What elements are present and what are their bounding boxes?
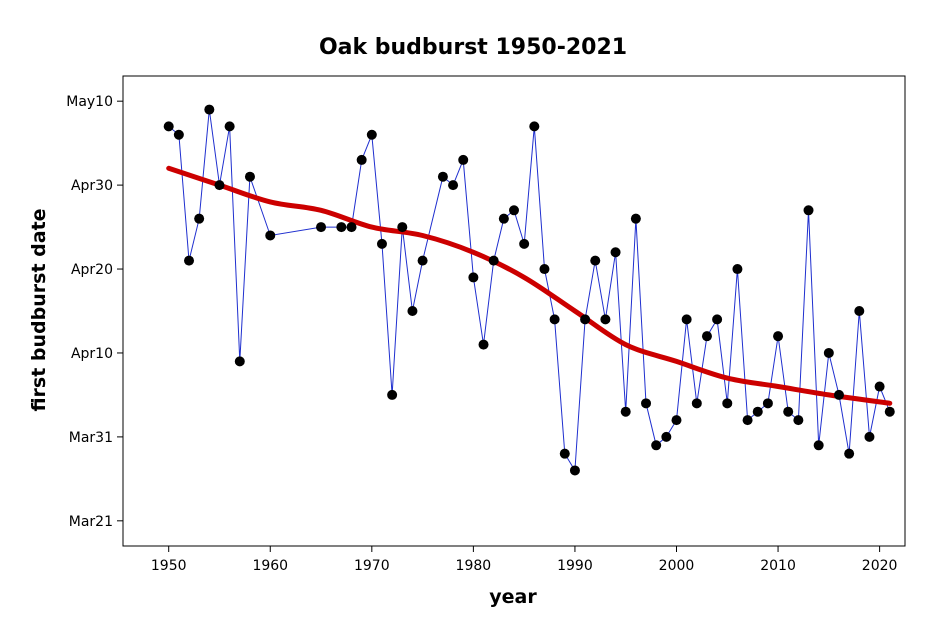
data-point: [742, 415, 753, 426]
data-point: [163, 121, 174, 132]
y-tick-label: Apr10: [71, 346, 113, 362]
data-point: [498, 213, 509, 224]
data-point: [458, 154, 469, 165]
series-lines: [166, 109, 893, 473]
data-point: [732, 264, 743, 275]
data-point: [590, 255, 601, 266]
x-tick-label: 2020: [862, 558, 898, 574]
data-point: [244, 171, 255, 182]
y-tick-label: Mar21: [69, 514, 113, 530]
data-point: [691, 398, 702, 409]
data-point: [366, 129, 377, 140]
data-point: [884, 406, 895, 417]
data-point: [407, 306, 418, 316]
data-point: [488, 255, 499, 266]
data-point: [316, 222, 327, 233]
data-point: [600, 314, 611, 325]
data-point: [701, 331, 712, 342]
data-point: [376, 238, 387, 249]
data-point: [752, 406, 763, 417]
data-point: [539, 264, 550, 275]
data-point: [529, 121, 540, 132]
data-point: [234, 356, 245, 367]
data-point: [417, 255, 428, 266]
data-point: [194, 213, 205, 224]
y-tick-label: Mar31: [69, 430, 113, 446]
data-point: [214, 180, 225, 191]
data-point: [519, 238, 530, 249]
y-axis: May10 Apr30 Apr20 Apr10 Mar31 Mar21: [66, 94, 123, 530]
x-axis: 1950 1960 1970 1980 1990 2000 2010 2020: [151, 546, 898, 574]
data-point: [549, 314, 560, 325]
data-point: [793, 415, 804, 426]
data-point: [387, 389, 398, 400]
data-point: [813, 440, 824, 451]
data-point: [671, 415, 682, 426]
data-point: [712, 314, 723, 325]
plot-frame: [122, 75, 906, 547]
data-point: [661, 431, 672, 442]
data-point: [651, 440, 662, 451]
data-point: [265, 230, 276, 241]
x-tick-label: 1980: [456, 558, 492, 574]
x-tick-label: 2000: [659, 558, 695, 574]
data-point: [803, 205, 814, 216]
data-point: [559, 448, 570, 459]
data-point: [397, 222, 408, 233]
data-point: [346, 222, 357, 233]
data-point: [833, 389, 844, 400]
data-point: [762, 398, 773, 409]
data-point: [569, 465, 580, 476]
y-tick-label: Apr20: [71, 262, 113, 278]
data-point: [620, 406, 631, 417]
trend-line: [166, 165, 893, 406]
data-point: [783, 406, 794, 417]
data-point: [722, 398, 733, 409]
x-tick-label: 1970: [354, 558, 390, 574]
data-point: [773, 331, 784, 342]
y-tick-label: Apr30: [71, 178, 113, 194]
data-point: [336, 222, 347, 233]
data-point: [580, 314, 591, 325]
data-point: [854, 306, 865, 316]
data-point: [630, 213, 641, 224]
observed-series-line: [168, 109, 891, 473]
chart-title: Oak budburst 1950-2021: [319, 35, 627, 60]
y-tick-label: May10: [66, 94, 113, 110]
x-axis-label: year: [489, 586, 537, 608]
data-point: [204, 104, 215, 115]
y-axis-label: first budburst date: [28, 208, 50, 411]
data-point: [641, 398, 652, 409]
data-markers: [163, 104, 895, 476]
data-point: [224, 121, 235, 132]
x-tick-label: 1990: [557, 558, 593, 574]
data-point: [844, 448, 855, 459]
data-point: [681, 314, 692, 325]
data-point: [864, 431, 875, 442]
data-point: [468, 272, 479, 283]
data-point: [448, 180, 459, 191]
data-point: [184, 255, 195, 266]
data-point: [610, 247, 621, 258]
data-point: [437, 171, 448, 182]
data-point: [173, 129, 184, 140]
data-point: [509, 205, 519, 216]
x-tick-label: 1950: [151, 558, 187, 574]
data-point: [823, 347, 834, 358]
data-point: [356, 154, 367, 165]
x-tick-label: 1960: [252, 558, 288, 574]
x-tick-label: 2010: [760, 558, 796, 574]
data-point: [478, 339, 489, 350]
data-point: [874, 381, 885, 392]
